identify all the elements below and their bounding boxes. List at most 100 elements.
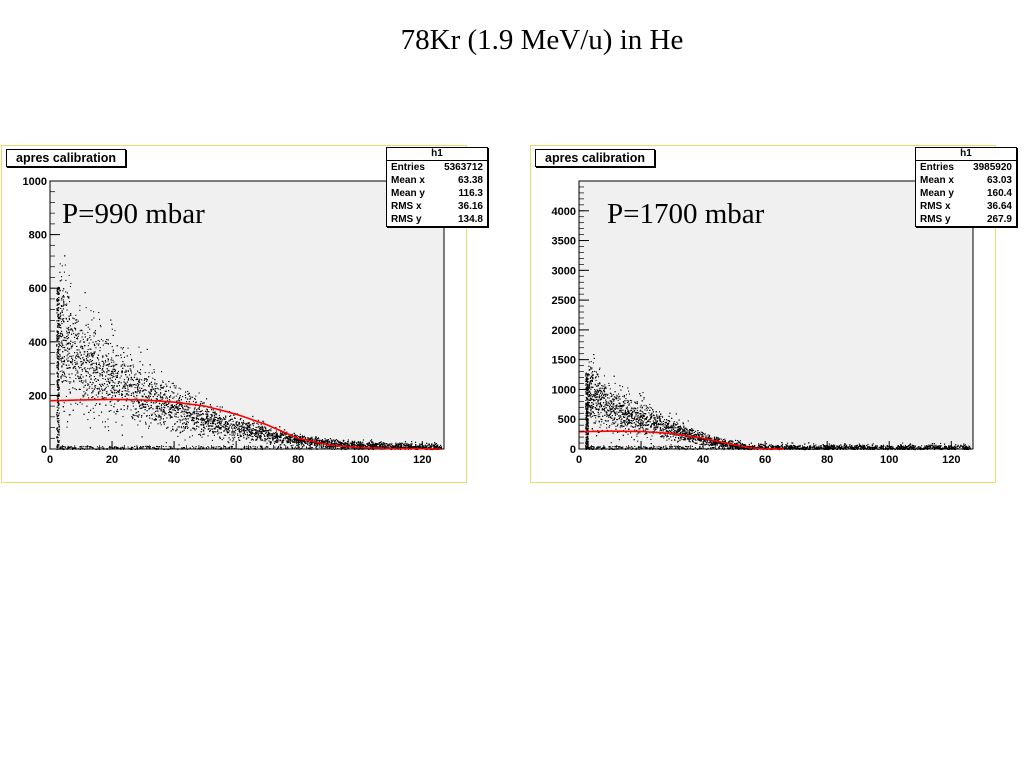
data-point	[83, 368, 85, 370]
data-point	[412, 446, 414, 448]
data-point	[177, 400, 179, 402]
data-point	[94, 385, 96, 387]
data-point	[410, 444, 412, 446]
data-point	[96, 448, 98, 450]
data-point	[224, 446, 226, 448]
data-point	[80, 354, 82, 356]
data-point	[63, 402, 65, 404]
data-point	[138, 379, 140, 381]
data-point	[261, 427, 263, 429]
data-point	[201, 428, 203, 430]
data-point	[201, 424, 203, 426]
data-point	[154, 393, 156, 395]
data-point	[60, 312, 62, 314]
data-point	[183, 413, 185, 415]
data-point	[102, 356, 104, 358]
data-point	[75, 369, 77, 371]
data-point	[334, 439, 336, 441]
data-point	[184, 448, 186, 450]
data-point	[80, 446, 82, 448]
data-point	[419, 444, 421, 446]
data-point	[84, 341, 86, 343]
data-point	[252, 445, 254, 447]
data-point	[238, 428, 240, 430]
data-point	[98, 447, 100, 449]
data-point	[60, 332, 62, 334]
data-point	[328, 441, 330, 443]
data-point	[245, 438, 247, 440]
data-point	[208, 425, 210, 427]
data-point	[184, 394, 186, 396]
data-point	[123, 356, 125, 358]
data-point	[204, 418, 206, 420]
data-point	[249, 426, 251, 428]
data-point	[61, 446, 63, 448]
data-point	[339, 448, 341, 450]
data-point	[232, 443, 234, 445]
data-point	[100, 446, 102, 448]
data-point	[428, 446, 430, 448]
data-point	[343, 444, 345, 446]
data-point	[141, 416, 143, 418]
data-point	[280, 444, 282, 446]
data-point	[320, 443, 322, 445]
data-point	[99, 448, 101, 450]
data-point	[187, 412, 189, 414]
data-point	[138, 372, 140, 374]
data-point	[150, 389, 152, 391]
data-point	[241, 429, 243, 431]
data-point	[424, 446, 426, 448]
data-point	[62, 360, 64, 362]
data-point	[244, 428, 246, 430]
data-point	[76, 372, 78, 374]
data-point	[223, 418, 225, 420]
data-point	[95, 341, 97, 343]
data-point	[113, 411, 115, 413]
data-point	[322, 439, 324, 441]
data-point	[234, 436, 236, 438]
data-point	[138, 401, 140, 403]
data-point	[401, 446, 403, 448]
data-point	[187, 406, 189, 408]
data-point	[232, 437, 234, 439]
data-point	[332, 448, 334, 450]
data-point	[294, 439, 296, 441]
data-point	[80, 398, 82, 400]
data-point	[277, 446, 279, 448]
data-point	[71, 373, 73, 375]
data-point	[156, 392, 158, 394]
data-point	[82, 394, 84, 396]
data-point	[177, 408, 179, 410]
data-point	[229, 424, 231, 426]
data-point	[251, 428, 253, 430]
data-point	[207, 415, 209, 417]
data-point	[78, 367, 80, 369]
data-point	[70, 381, 72, 383]
data-point	[165, 442, 167, 444]
data-point	[118, 391, 120, 393]
data-point	[218, 432, 220, 434]
data-point	[124, 365, 126, 367]
data-point	[99, 347, 101, 349]
data-point	[173, 407, 175, 409]
data-point	[290, 440, 292, 442]
data-point	[318, 438, 320, 440]
data-point	[400, 448, 402, 450]
data-point	[293, 437, 295, 439]
data-point	[234, 427, 236, 429]
data-point	[62, 319, 64, 321]
data-point	[139, 406, 141, 408]
data-point	[159, 389, 161, 391]
data-point	[162, 448, 164, 450]
data-point	[218, 414, 220, 416]
data-point	[102, 375, 104, 377]
data-point	[249, 434, 251, 436]
data-point	[163, 423, 165, 425]
data-point	[97, 379, 99, 381]
data-point	[180, 411, 182, 413]
data-point	[88, 387, 90, 389]
data-point	[434, 445, 436, 447]
data-point	[117, 400, 119, 402]
data-point	[242, 423, 244, 425]
data-point	[61, 318, 63, 320]
